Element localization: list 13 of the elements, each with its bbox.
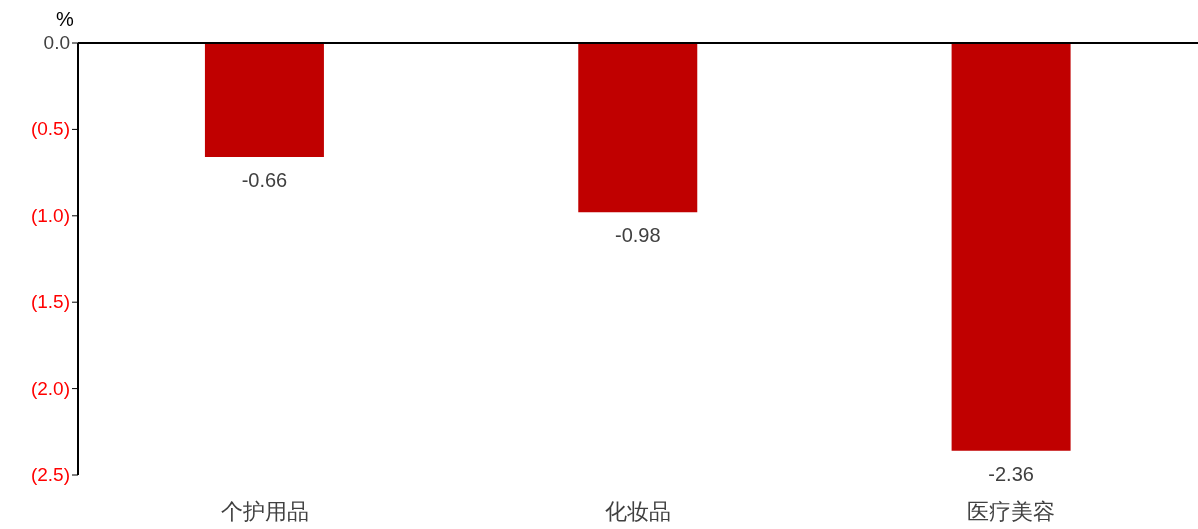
y-tick-label: (1.5) xyxy=(30,291,70,313)
data-label: -2.36 xyxy=(988,462,1034,485)
y-tick-label: (0.5) xyxy=(30,118,70,140)
data-label: -0.66 xyxy=(241,169,288,192)
y-tick-label: 0.0 xyxy=(43,32,70,53)
y-axis-title: % xyxy=(56,8,74,31)
y-tick-label: (2.5) xyxy=(30,464,70,485)
x-tick-label: 医疗美容 xyxy=(967,498,1056,524)
x-tick-label: 个护用品 xyxy=(220,498,309,524)
x-tick-label: 化妆品 xyxy=(605,498,671,524)
data-label: -0.98 xyxy=(614,224,661,247)
y-tick-label: (2.0) xyxy=(30,377,70,399)
y-tick-label: (1.0) xyxy=(30,204,70,226)
